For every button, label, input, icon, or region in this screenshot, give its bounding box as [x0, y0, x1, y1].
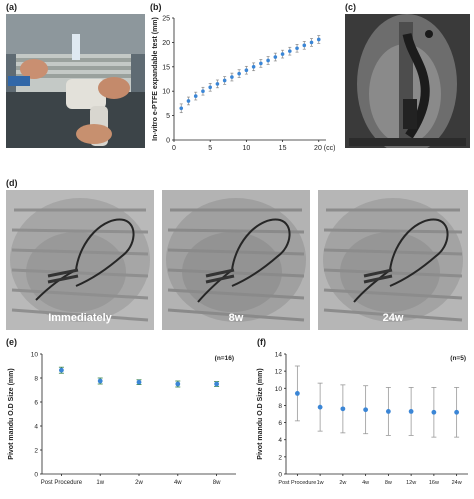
panel-label-d: (d)	[6, 178, 18, 188]
y-tick-label: 12	[275, 369, 283, 376]
y-tick-label: 10	[31, 352, 39, 359]
data-point	[309, 40, 314, 45]
y-tick-label: 8	[34, 376, 38, 383]
x-tick-label: Post Procedure	[41, 480, 83, 486]
chart-b-expandable-test: 0 5 10 15 20 25 0 5 10 15 20 (cc) In-vitro e-PTFE e…	[152, 16, 335, 153]
x-tick-label: 15	[279, 145, 287, 152]
panel-label-b: (b)	[150, 2, 162, 12]
data-point	[97, 378, 103, 384]
y-tick-label: 0	[34, 472, 38, 479]
data-point	[316, 37, 321, 42]
y-tick-label: 14	[275, 352, 283, 359]
y-tick-label: 0	[278, 472, 282, 479]
y-tick-label: 15	[162, 64, 170, 71]
data-point	[317, 404, 323, 410]
data-point	[294, 391, 300, 396]
y-axis-label: Pivot mandu O.D Size (mm)	[8, 368, 15, 459]
data-point	[340, 406, 346, 412]
x-tick-label: 24w	[452, 480, 462, 486]
x-tick-label: 1w	[317, 480, 324, 486]
x-tick-label: 2w	[135, 480, 143, 486]
x-tick-label: 4w	[362, 480, 369, 486]
y-tick-label: 4	[34, 424, 38, 431]
y-axis-label: In-vitro e-PTFE expandable test (mm)	[152, 17, 159, 141]
fluoroscopy-immediately: Immediately	[6, 190, 154, 330]
data-point	[175, 381, 181, 387]
y-tick-label: 25	[162, 16, 170, 23]
fluoroscopy-8w: 8w	[162, 190, 310, 330]
panel-label-c: (c)	[345, 2, 356, 12]
data-point	[431, 409, 437, 415]
panel-label-e: (e)	[6, 337, 17, 347]
sample-size-annotation: (n=16)	[215, 355, 234, 362]
data-point	[280, 52, 285, 56]
x-tick-label: 2w	[339, 480, 346, 486]
y-tick-label: 0	[166, 138, 170, 145]
data-point	[237, 71, 241, 76]
fluoroscopy-24w: 24w	[318, 190, 468, 330]
chart-e-od-size-n16: 0 2 4 6 8 10 Post Procedure 1w 2w 4w 8w Pivot mandu…	[8, 352, 236, 486]
data-point	[215, 82, 220, 86]
y-tick-label: 10	[162, 89, 170, 96]
y-axis-label: Pivot mandu O.D Size (mm)	[257, 368, 264, 459]
x-tick-label: 5	[208, 145, 212, 152]
y-tick-label: 10	[275, 386, 283, 393]
x-tick-label: 12w	[406, 480, 416, 486]
data-point	[273, 55, 278, 59]
y-tick-label: 6	[34, 400, 38, 407]
data-point	[251, 65, 256, 69]
data-point	[385, 409, 391, 414]
data-point	[136, 379, 142, 385]
data-point	[408, 409, 414, 414]
fluoro-caption-8w: 8w	[228, 312, 244, 324]
data-point	[193, 94, 198, 98]
y-tick-label: 4	[278, 437, 282, 444]
x-tick-label: 4w	[174, 480, 182, 486]
chart-f-od-size-n5: 0 2 4 6 8 10 12 14 Post Procedure 1w 2w 4w 8w 12w 16w 2…	[257, 352, 468, 486]
fluoro-caption-24w: 24w	[382, 312, 404, 324]
data-point	[363, 407, 369, 413]
data-point	[259, 61, 263, 66]
data-point	[222, 78, 227, 83]
data-point	[186, 99, 191, 103]
data-point	[59, 367, 64, 373]
y-tick-label: 6	[278, 420, 282, 427]
x-tick-label: 8w	[213, 480, 221, 486]
y-tick-label: 2	[278, 454, 282, 461]
data-point	[295, 46, 299, 51]
bench-test-photo	[6, 14, 145, 148]
x-tick-label: 0	[172, 145, 176, 152]
data-point	[266, 58, 270, 63]
y-tick-label: 5	[166, 113, 170, 120]
data-point	[230, 75, 234, 79]
data-point	[201, 89, 205, 93]
data-point	[454, 409, 460, 415]
x-tick-label: 10	[242, 145, 250, 152]
fluoroscopy-image-c	[345, 14, 470, 148]
data-point	[179, 106, 184, 111]
data-point	[288, 49, 292, 53]
data-point	[244, 68, 249, 73]
data-point	[302, 43, 307, 48]
y-tick-label: 20	[162, 40, 170, 47]
panel-label-f: (f)	[257, 337, 266, 347]
data-point	[208, 85, 212, 90]
data-point	[214, 381, 220, 387]
y-tick-label: 8	[278, 403, 282, 410]
x-tick-label: Post Procedure	[278, 480, 316, 486]
y-tick-label: 2	[34, 448, 38, 455]
panel-label-a: (a)	[6, 2, 17, 12]
x-tick-label: 1w	[96, 480, 104, 486]
x-tick-label: 16w	[429, 480, 439, 486]
sample-size-annotation: (n=5)	[450, 355, 466, 362]
x-tick-label: 8w	[385, 480, 392, 486]
fluoro-caption-immediately: Immediately	[48, 312, 112, 324]
x-tick-label: 20 (cc)	[314, 145, 335, 152]
